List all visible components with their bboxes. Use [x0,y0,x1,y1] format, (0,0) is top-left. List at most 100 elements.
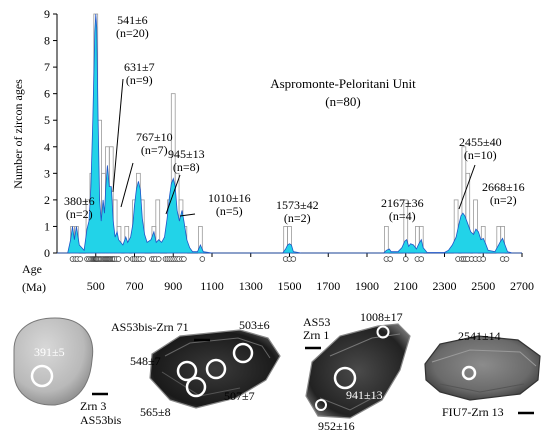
x-tick-label: 2100 [394,279,418,293]
analysis-spot [315,399,327,411]
zircon-grain-image [13,317,94,406]
x-tick-label: 1500 [278,279,302,293]
y-tick-label: 1 [44,219,50,233]
peak-count: (n=7) [140,143,168,157]
spot-label: 507±7 [224,389,255,403]
zircon-grain-image [305,323,411,419]
peak-age: 380±6 [64,194,95,208]
spot-label: 391±5 [34,345,65,359]
spot-label: 548±7 [130,354,161,368]
age-marker [387,256,394,262]
y-tick-label: 4 [44,140,50,154]
age-marker [199,256,206,262]
x-tick-label: 2700 [510,279,534,293]
x-tick-label: 700 [126,279,144,293]
x-tick-label: 1300 [239,279,263,293]
peak-age: 2668±16 [482,180,525,194]
analysis-spot [232,342,254,364]
chart-subtitle: (n=80) [325,94,361,109]
zircon-name: AS53bis-Zrn 71 [111,320,189,334]
zoning-band [439,383,525,393]
analysis-spot [30,364,54,388]
peak-annotation-2167: 2167±36 (n=4) [381,197,424,223]
zircon-zrn1 [305,323,411,419]
spot-label: 2541±14 [458,329,501,343]
peak-count: (n=10) [463,148,497,162]
zircon-name: Zrn 3 [80,399,107,413]
peak-annotation-2455: 2455±40 (n=10) [459,136,502,162]
spot-label: 565±8 [140,405,171,419]
zircon-grain-image [424,335,541,401]
peak-count: (n=9) [125,73,153,87]
age-marker [140,256,146,262]
analysis-spot [185,376,207,398]
y-axis-ticks: 0 1 2 3 4 5 6 7 8 9 [44,7,57,260]
peak-annotation-1010: 1010±16 (n=5) [208,192,251,218]
age-marker [77,256,83,262]
y-tick-label: 0 [44,246,50,260]
peak-annotation-631: 631±7 (n=9) [124,61,155,87]
zircon-grains [13,317,541,419]
spot-label: 1008±17 [360,310,403,324]
peak-annotation-1573: 1573±42 (n=2) [276,199,319,225]
age-markers [69,256,510,262]
x-axis-label-unit: (Ma) [22,280,46,294]
peak-age: 767±10 [136,130,173,144]
chart-title: Aspromonte-Peloritani Unit [270,76,416,91]
x-tick-label: 900 [164,279,182,293]
peak-annotation-541: 541±6 (n=20) [116,14,149,40]
age-distribution-chart: 0 1 2 3 4 5 6 7 8 9 500 700 900 1100 1300 1500 1700 1900… [11,7,534,294]
y-tick-label: 5 [44,113,50,127]
peak-age: 945±13 [168,147,205,161]
age-marker [418,256,425,262]
spot-label: 952±16 [318,419,355,433]
peak-annotation-2668: 2668±16 (n=2) [482,181,525,207]
age-marker [503,256,510,262]
peak-age: 1573±42 [276,198,319,212]
zircon-sample: AS53 [303,315,331,329]
y-tick-label: 9 [44,7,50,21]
peak-count: (n=5) [215,204,243,218]
zircon-name: FIU7-Zrn 13 [442,405,504,419]
age-marker [155,256,162,262]
spot-label: 941±13 [346,388,383,402]
zircon-sample: AS53bis [80,413,122,427]
age-marker [290,256,297,262]
x-tick-label: 1700 [316,279,340,293]
peak-age: 2167±36 [381,196,424,210]
peak-count: (n=20) [116,26,149,40]
y-tick-label: 7 [44,60,50,74]
age-marker [480,256,487,262]
x-axis-label-age: Age [22,262,42,276]
zircon-grain-image [149,329,281,409]
y-axis-label: Number of zircon ages [11,79,25,189]
zircon-zrn13 [424,335,541,415]
x-tick-label: 1900 [355,279,379,293]
y-tick-label: 3 [44,166,50,180]
zoning-band [319,393,381,411]
analysis-spot [176,360,198,382]
age-marker [181,256,187,262]
x-tick-label: 1100 [200,279,224,293]
peak-count: (n=4) [388,209,416,223]
x-tick-label: 2300 [433,279,457,293]
zircon-name: Zrn 1 [303,328,330,342]
annotation-leaders [112,78,476,217]
age-marker [123,256,130,262]
peak-count: (n=2) [65,207,93,221]
peak-age: 631±7 [124,60,155,74]
analysis-spot [333,366,357,390]
peak-annotation-945: 945±13 (n=8) [168,148,205,174]
y-tick-label: 2 [44,193,50,207]
y-tick-label: 6 [44,87,50,101]
zircon-zrn3 [13,317,108,406]
peak-count: (n=8) [172,160,200,174]
analysis-spot [205,358,227,380]
age-marker [403,256,409,262]
peak-annotation-767: 767±10 (n=7) [136,131,173,157]
x-axis-ticks: 500 700 900 1100 1300 1500 1700 1900 2100 2300 250… [87,253,534,293]
spot-label: 503±6 [239,318,270,332]
peak-annotation-380: 380±6 (n=2) [64,195,95,221]
analysis-spot [376,325,390,339]
